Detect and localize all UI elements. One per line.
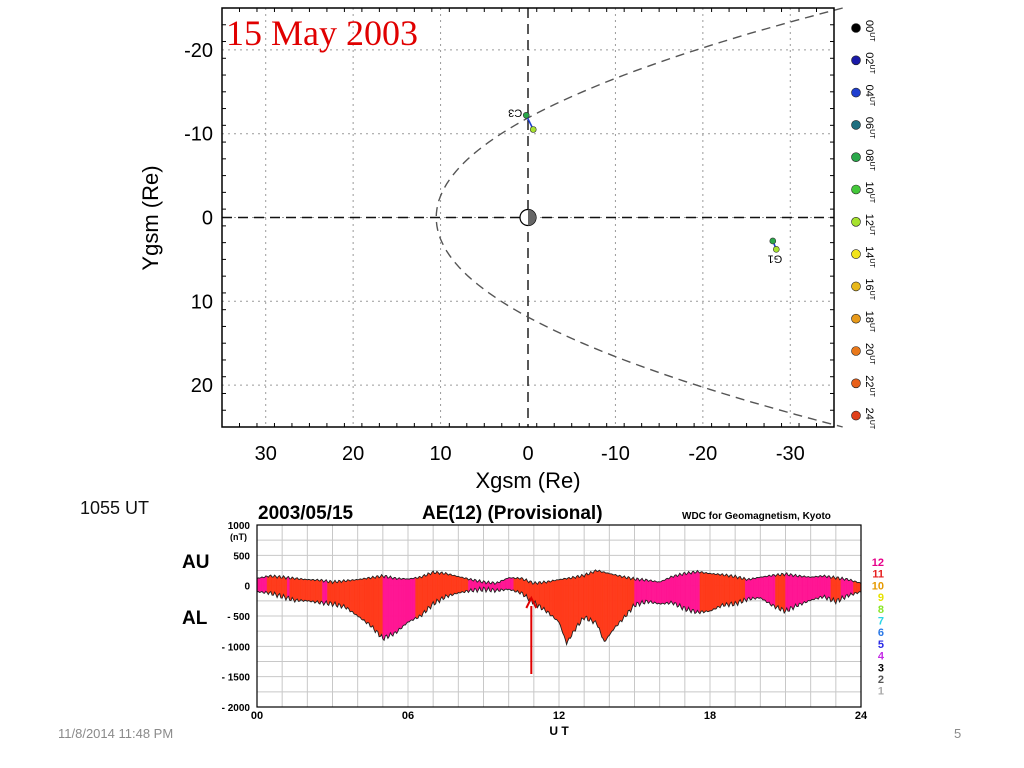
legend-marker xyxy=(851,313,861,324)
ae-y-tick-label: 0 xyxy=(244,582,250,593)
y-tick-label: 10 xyxy=(191,291,213,313)
ae-x-axis-label: U T xyxy=(549,724,569,738)
ae-x-tick-label: 12 xyxy=(553,710,565,722)
plot-frame xyxy=(221,7,835,428)
y-tick-label: -20 xyxy=(184,40,213,62)
time-note: 1055 UT xyxy=(80,498,150,518)
y-tick-label: 20 xyxy=(191,375,213,397)
x-tick-label: -10 xyxy=(601,443,630,465)
earth-night-side xyxy=(528,209,536,226)
ae-x-tick-label: 00 xyxy=(251,710,263,722)
au-curve xyxy=(256,569,862,586)
legend-unit: UT xyxy=(868,194,875,204)
au-label: AU xyxy=(182,552,210,573)
x-tick-label: 10 xyxy=(429,443,451,465)
spacecraft-label: G1 xyxy=(768,252,783,264)
legend-unit: UT xyxy=(868,161,875,171)
al-curve xyxy=(256,586,862,647)
legend-marker xyxy=(851,55,861,66)
legend-unit: UT xyxy=(868,388,875,398)
legend-marker xyxy=(851,120,861,130)
x-tick-label: 30 xyxy=(255,443,277,465)
ae-side-legend-label: 12 xyxy=(872,557,884,569)
legend-unit: UT xyxy=(868,226,875,236)
ae-side-legend-label: 11 xyxy=(872,569,884,581)
ae-side-legend-label: 7 xyxy=(878,616,884,628)
legend-marker xyxy=(851,217,861,227)
ae-side-legend-label: 4 xyxy=(878,651,885,663)
legend-marker xyxy=(851,152,861,162)
y-axis-label: Ygsm (Re) xyxy=(138,165,163,270)
legend-marker xyxy=(851,281,861,292)
al-label: AL xyxy=(182,608,208,629)
ae-side-legend-label: 5 xyxy=(878,639,884,651)
ae-side-legend-label: 8 xyxy=(878,604,884,616)
spacecraft-point xyxy=(769,237,777,245)
x-tick-label: 20 xyxy=(342,443,364,465)
x-tick-label: -30 xyxy=(776,443,805,465)
ae-side-legend-label: 1 xyxy=(878,686,884,698)
legend-marker xyxy=(851,346,861,356)
legend-marker xyxy=(851,87,861,98)
legend-unit: UT xyxy=(868,97,875,107)
legend-marker xyxy=(851,184,861,195)
ae-x-tick-label: 18 xyxy=(704,710,716,722)
ae-y-tick-label: 1000 xyxy=(228,521,251,532)
page-title: 15 May 2003 xyxy=(226,13,418,53)
legend-marker xyxy=(851,410,861,421)
ae-x-tick-label: 24 xyxy=(855,710,868,722)
spacecraft-point xyxy=(772,246,780,253)
ae-y-tick-label: - 500 xyxy=(227,612,250,623)
legend-unit: UT xyxy=(868,129,875,139)
legend-unit: UT xyxy=(868,291,875,301)
x-tick-label: -20 xyxy=(688,443,717,465)
ae-frame xyxy=(256,524,862,708)
ae-y-tick-label: - 2000 xyxy=(222,703,251,714)
page-number: 5 xyxy=(954,726,962,741)
legend-marker xyxy=(851,23,861,33)
ae-source: WDC for Geomagnetism, Kyoto xyxy=(682,511,831,522)
ae-x-tick-label: 06 xyxy=(402,710,414,722)
ae-side-legend-label: 9 xyxy=(878,592,884,604)
ae-y-tick-label: - 1000 xyxy=(222,642,251,653)
spacecraft-label: C3 xyxy=(508,106,522,118)
legend-marker xyxy=(851,378,861,389)
footer-date: 11/8/2014 11:48 PM xyxy=(58,726,174,741)
ae-side-legend-label: 2 xyxy=(878,674,884,686)
legend-unit: UT xyxy=(868,65,875,75)
ae-y-tick-label: 500 xyxy=(233,551,250,562)
event-arrow-head xyxy=(525,595,538,609)
ae-date: 2003/05/15 xyxy=(258,503,354,524)
ae-unit: (nT) xyxy=(230,532,247,542)
y-tick-label: 0 xyxy=(202,208,213,230)
spacecraft-point xyxy=(522,111,530,119)
ae-title: AE(12) (Provisional) xyxy=(422,503,603,524)
y-tick-label: -10 xyxy=(184,124,213,146)
legend-unit: UT xyxy=(868,355,875,365)
x-axis-label: Xgsm (Re) xyxy=(475,468,580,493)
x-tick-label: 0 xyxy=(522,443,533,465)
ae-side-legend-label: 10 xyxy=(872,580,884,592)
legend-unit: UT xyxy=(868,258,875,268)
ae-y-tick-label: - 1500 xyxy=(222,673,251,684)
legend-unit: UT xyxy=(868,32,875,42)
legend-unit: UT xyxy=(868,323,875,333)
legend-marker xyxy=(851,249,861,259)
ae-side-legend-label: 3 xyxy=(878,662,884,674)
spacecraft-point xyxy=(529,126,537,133)
ae-side-legend-label: 6 xyxy=(878,627,884,639)
legend-unit: UT xyxy=(868,420,875,430)
